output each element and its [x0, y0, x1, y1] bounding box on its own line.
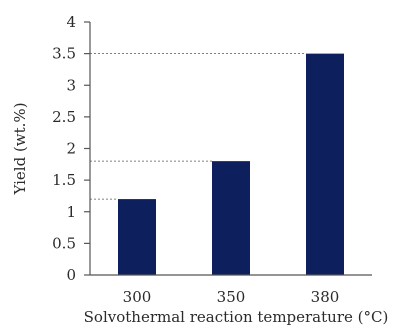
y-tick-label: 0 [66, 266, 76, 284]
bar-380 [306, 53, 344, 275]
x-axis-title: Solvothermal reaction temperature (°C) [84, 308, 389, 326]
y-tick-label: 0.5 [52, 234, 76, 252]
x-tick-label: 350 [217, 288, 246, 306]
y-tick-label: 3 [66, 76, 76, 94]
x-ticks: 300 350 380 [123, 288, 340, 306]
x-tick-label: 380 [311, 288, 340, 306]
bars [118, 53, 344, 275]
bar-350 [212, 161, 250, 275]
reference-lines [90, 53, 306, 200]
y-tick-label: 2 [66, 140, 76, 158]
x-tick-label: 300 [123, 288, 152, 306]
y-tick-label: 1 [66, 203, 76, 221]
y-tick-label: 1.5 [52, 171, 76, 189]
bar-300 [118, 199, 156, 275]
y-tick-label: 2.5 [52, 108, 76, 126]
y-ticks: 0 0.5 1 1.5 2 2.5 3 3.5 4 [52, 13, 90, 284]
y-axis-title: Yield (wt.%) [11, 102, 29, 195]
y-tick-label: 4 [66, 13, 76, 31]
y-tick-label: 3.5 [52, 45, 76, 63]
